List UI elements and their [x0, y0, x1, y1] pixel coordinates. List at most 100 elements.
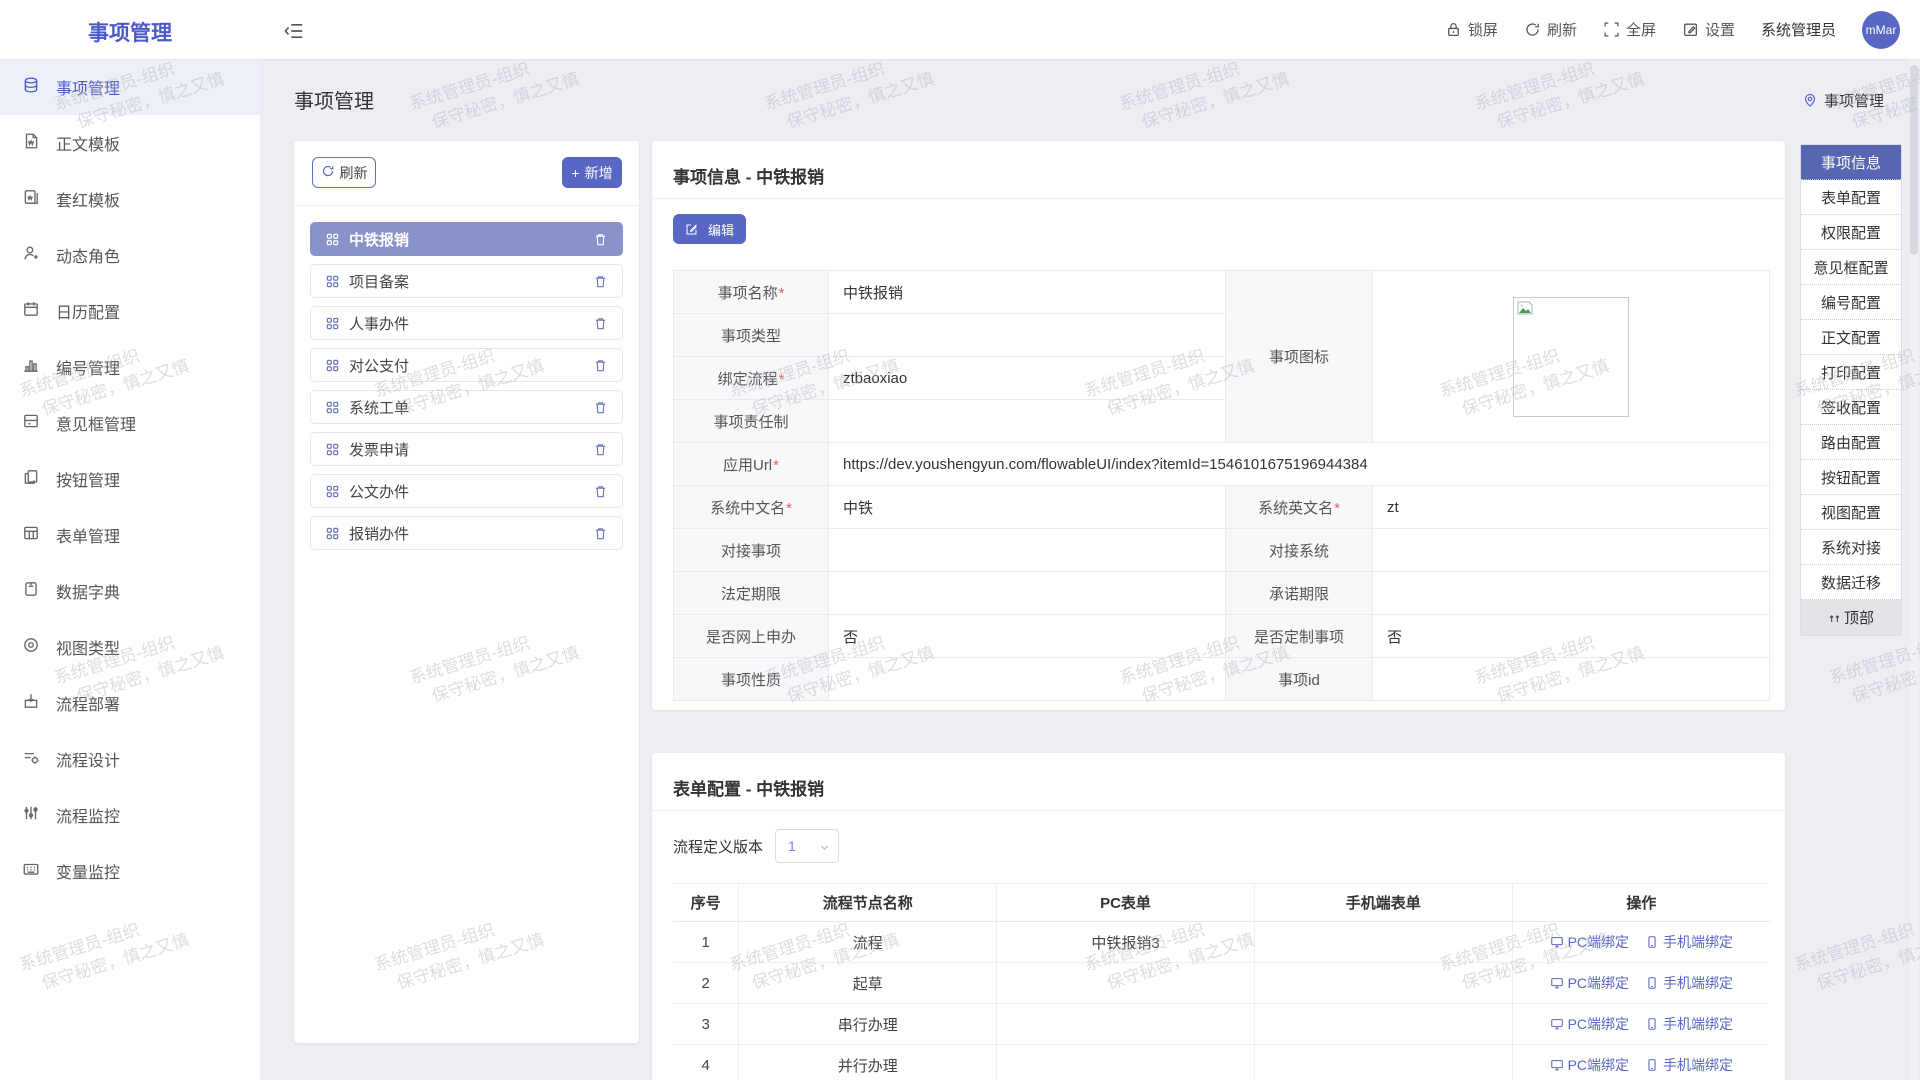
- sidebar-item-data-dictionary[interactable]: 数据字典: [0, 563, 260, 619]
- pc-bind-link[interactable]: PC端绑定: [1550, 1055, 1629, 1075]
- anchor-item[interactable]: 系统对接: [1801, 530, 1901, 565]
- field-label: 事项类型: [673, 313, 829, 357]
- field-value: zt: [1372, 485, 1770, 529]
- field-label: 绑定流程: [673, 356, 829, 400]
- field-value: [828, 571, 1226, 615]
- list-item[interactable]: 中铁报销: [310, 222, 623, 256]
- sidebar-item-view-type[interactable]: 视图类型: [0, 619, 260, 675]
- sidebar-item-dynamic-role[interactable]: 动态角色: [0, 227, 260, 283]
- mobile-bind-link[interactable]: 手机端绑定: [1645, 1014, 1733, 1034]
- anchor-item[interactable]: 数据迁移: [1801, 565, 1901, 600]
- phone-icon: [1648, 1018, 1656, 1030]
- view-type-icon: [22, 636, 40, 659]
- user-avatar[interactable]: mMar: [1862, 10, 1900, 49]
- mobile-bind-link[interactable]: 手机端绑定: [1645, 973, 1733, 993]
- anchor-item[interactable]: 意见框配置: [1801, 250, 1901, 285]
- sidebar-item-process-design[interactable]: 流程设计: [0, 731, 260, 787]
- sidebar-item-process-deploy[interactable]: 流程部署: [0, 675, 260, 731]
- item-list-panel: 刷新 + 新增 中铁报销 项目备案: [294, 141, 639, 1043]
- pc-bind-link[interactable]: PC端绑定: [1550, 1014, 1629, 1034]
- field-label: 事项名称: [673, 270, 829, 314]
- list-item[interactable]: 发票申请: [310, 432, 623, 466]
- column-header: 序号: [673, 883, 740, 922]
- anchor-item[interactable]: 正文配置: [1801, 320, 1901, 355]
- sidebar-item-button-management[interactable]: 按钮管理: [0, 451, 260, 507]
- fullscreen-button[interactable]: 全屏: [1603, 19, 1656, 40]
- delete-icon[interactable]: [590, 439, 610, 459]
- field-value: 中铁: [828, 485, 1226, 529]
- list-item[interactable]: 对公支付: [310, 348, 623, 382]
- sidebar-item-number-management[interactable]: 编号管理: [0, 339, 260, 395]
- top-header: 事项管理 锁屏 刷新 全屏 设置 系统管理员 mMar: [0, 0, 1920, 59]
- list-item[interactable]: 项目备案: [310, 264, 623, 298]
- anchor-item[interactable]: 按钮配置: [1801, 460, 1901, 495]
- sidebar-item-red-template[interactable]: 套红模板: [0, 171, 260, 227]
- anchor-item[interactable]: 签收配置: [1801, 390, 1901, 425]
- lock-screen-button[interactable]: 锁屏: [1445, 19, 1498, 40]
- phone-icon: [1648, 977, 1656, 989]
- sidebar-item-variable-monitor[interactable]: 变量监控: [0, 843, 260, 899]
- delete-icon[interactable]: [590, 229, 610, 249]
- add-item-button[interactable]: + 新增: [562, 157, 622, 188]
- list-item[interactable]: 报销办件: [310, 516, 623, 550]
- current-user-name: 系统管理员: [1760, 22, 1836, 39]
- delete-icon[interactable]: [590, 313, 610, 333]
- grid-icon: [326, 233, 339, 245]
- pc-bind-link[interactable]: PC端绑定: [1550, 973, 1629, 993]
- phone-icon: [1648, 1059, 1656, 1071]
- mobile-bind-link[interactable]: 手机端绑定: [1645, 1055, 1733, 1075]
- anchor-item[interactable]: 视图配置: [1801, 495, 1901, 530]
- version-select[interactable]: 1: [775, 829, 840, 863]
- settings-button[interactable]: 设置: [1682, 19, 1735, 40]
- anchor-item[interactable]: 路由配置: [1801, 425, 1901, 460]
- sidebar-item-body-template[interactable]: 正文模板: [0, 115, 260, 171]
- field-label: 法定期限: [673, 571, 829, 615]
- sidebar-item-comment-box-management[interactable]: 意见框管理: [0, 395, 260, 451]
- scrollbar-thumb[interactable]: [1910, 65, 1918, 255]
- field-value: https://dev.youshengyun.com/flowableUI/i…: [828, 442, 1770, 486]
- sidebar-item-form-management[interactable]: 表单管理: [0, 507, 260, 563]
- grid-icon: [326, 443, 339, 455]
- grid-icon: [326, 275, 339, 287]
- column-header: PC表单: [996, 883, 1255, 922]
- anchor-item[interactable]: 编号配置: [1801, 285, 1901, 320]
- pc-bind-link[interactable]: PC端绑定: [1550, 932, 1629, 952]
- fullscreen-icon: [1603, 21, 1620, 38]
- button-icon: [22, 468, 40, 491]
- anchor-item[interactable]: 事项信息: [1801, 145, 1901, 180]
- list-item[interactable]: 公文办件: [310, 474, 623, 508]
- menu-fold-icon[interactable]: [283, 20, 305, 42]
- panel-refresh-button[interactable]: 刷新: [312, 157, 376, 188]
- refresh-button[interactable]: 刷新: [1524, 19, 1577, 40]
- anchor-item[interactable]: 权限配置: [1801, 215, 1901, 250]
- sidebar-item-item-management[interactable]: 事项管理: [0, 59, 260, 115]
- process-version-row: 流程定义版本 1: [673, 829, 840, 863]
- field-value: [1372, 528, 1770, 572]
- list-item[interactable]: 人事办件: [310, 306, 623, 340]
- delete-icon[interactable]: [590, 271, 610, 291]
- anchor-item[interactable]: 表单配置: [1801, 180, 1901, 215]
- delete-icon[interactable]: [590, 523, 610, 543]
- sidebar-item-calendar-config[interactable]: 日历配置: [0, 283, 260, 339]
- grid-icon: [326, 317, 339, 329]
- chevron-down-icon: [821, 845, 828, 850]
- delete-icon[interactable]: [590, 481, 610, 501]
- delete-icon[interactable]: [590, 355, 610, 375]
- sidebar-item-process-monitor[interactable]: 流程监控: [0, 787, 260, 843]
- delete-icon[interactable]: [590, 397, 610, 417]
- header-actions: 锁屏 刷新 全屏 设置 系统管理员 mMar: [1445, 0, 1900, 59]
- edit-button[interactable]: 编辑: [673, 214, 747, 244]
- lock-icon: [1445, 21, 1462, 38]
- version-label: 流程定义版本: [673, 838, 764, 856]
- anchor-item[interactable]: 打印配置: [1801, 355, 1901, 390]
- column-header: 流程节点名称: [738, 883, 998, 922]
- list-item[interactable]: 系统工单: [310, 390, 623, 424]
- scrollbar-track[interactable]: [1910, 59, 1918, 1080]
- back-to-top-button[interactable]: 顶部: [1801, 600, 1901, 635]
- mobile-bind-link[interactable]: 手机端绑定: [1645, 932, 1733, 952]
- monitor-sliders-icon: [22, 804, 40, 827]
- double-up-arrow-icon: [1829, 615, 1840, 622]
- info-card-title: 事项信息 - 中铁报销: [673, 168, 825, 187]
- design-icon: [22, 748, 40, 771]
